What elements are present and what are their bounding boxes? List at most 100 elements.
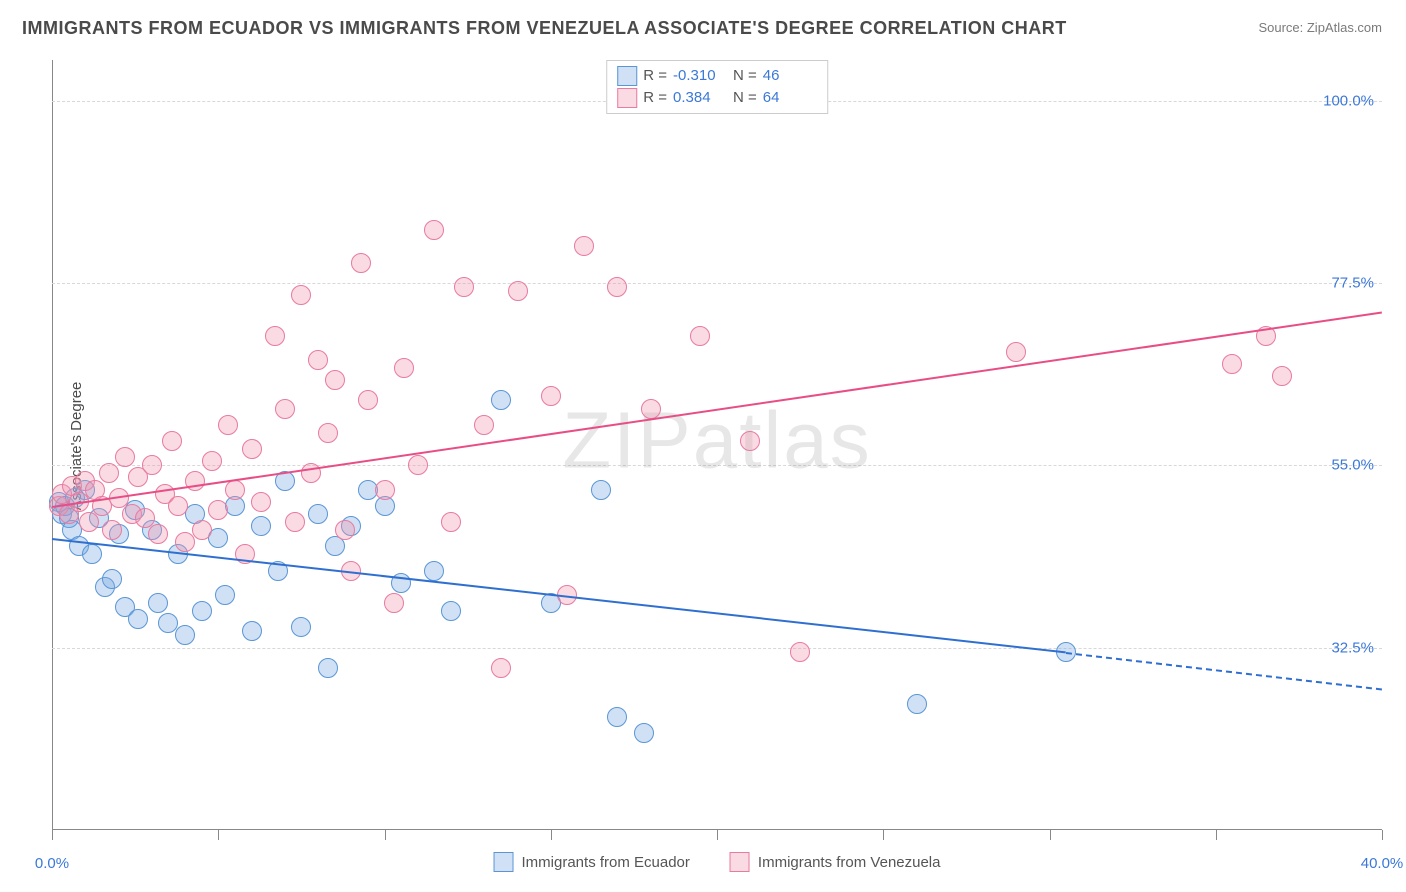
scatter-point <box>441 512 461 532</box>
x-tick-mark <box>883 830 884 840</box>
scatter-point <box>192 601 212 621</box>
legend-n-label: N = <box>733 65 757 87</box>
scatter-point <box>607 707 627 727</box>
scatter-point <box>102 569 122 589</box>
scatter-point <box>907 694 927 714</box>
legend-swatch <box>617 88 637 108</box>
scatter-point <box>358 390 378 410</box>
scatter-point <box>607 277 627 297</box>
chart-title: IMMIGRANTS FROM ECUADOR VS IMMIGRANTS FR… <box>22 18 1067 39</box>
scatter-point <box>308 504 328 524</box>
scatter-point <box>251 516 271 536</box>
legend-swatch <box>494 852 514 872</box>
scatter-point <box>225 480 245 500</box>
scatter-point <box>208 500 228 520</box>
scatter-point <box>142 455 162 475</box>
grid-line <box>52 648 1382 649</box>
scatter-point <box>168 496 188 516</box>
scatter-point <box>441 601 461 621</box>
correlation-legend: R = -0.310 N = 46 R = 0.384 N = 64 <box>606 60 828 114</box>
scatter-point <box>79 512 99 532</box>
y-tick-label: 55.0% <box>1331 457 1374 474</box>
scatter-point <box>218 415 238 435</box>
scatter-point <box>291 285 311 305</box>
legend-r-value: -0.310 <box>673 65 727 87</box>
x-tick-label: 0.0% <box>35 855 69 872</box>
scatter-point <box>690 326 710 346</box>
scatter-point <box>375 480 395 500</box>
y-tick-label: 77.5% <box>1331 274 1374 291</box>
legend-n-value: 64 <box>763 87 817 109</box>
scatter-point <box>541 386 561 406</box>
scatter-point <box>291 617 311 637</box>
legend-r-label: R = <box>643 87 667 109</box>
scatter-point <box>242 439 262 459</box>
x-tick-mark <box>551 830 552 840</box>
scatter-point <box>102 520 122 540</box>
scatter-point <box>175 532 195 552</box>
x-tick-mark <box>52 830 53 840</box>
plot-area: ZIPatlas R =-0.310N =46R =0.384N =64 Imm… <box>52 60 1382 830</box>
legend-row: R = 0.384 N = 64 <box>617 87 817 109</box>
legend-n-value: 46 <box>763 65 817 87</box>
scatter-point <box>474 415 494 435</box>
scatter-point <box>351 253 371 273</box>
scatter-point <box>424 220 444 240</box>
scatter-point <box>454 277 474 297</box>
scatter-point <box>491 658 511 678</box>
grid-line <box>52 465 1382 466</box>
scatter-point <box>335 520 355 540</box>
scatter-point <box>192 520 212 540</box>
x-tick-mark <box>1216 830 1217 840</box>
scatter-point <box>740 431 760 451</box>
source-label: Source: <box>1258 20 1306 35</box>
scatter-point <box>148 593 168 613</box>
x-tick-label: 40.0% <box>1361 855 1404 872</box>
legend-swatch <box>730 852 750 872</box>
scatter-point <box>634 723 654 743</box>
scatter-point <box>508 281 528 301</box>
legend-n-label: N = <box>733 87 757 109</box>
scatter-point <box>285 512 305 532</box>
scatter-point <box>1272 366 1292 386</box>
scatter-point <box>215 585 235 605</box>
scatter-point <box>394 358 414 378</box>
legend-r-value: 0.384 <box>673 87 727 109</box>
scatter-point <box>1222 354 1242 374</box>
scatter-point <box>148 524 168 544</box>
scatter-point <box>790 642 810 662</box>
legend-row: R = -0.310 N = 46 <box>617 65 817 87</box>
scatter-point <box>185 471 205 491</box>
scatter-point <box>99 463 119 483</box>
scatter-point <box>491 390 511 410</box>
legend-series-name: Immigrants from Venezuela <box>758 854 941 871</box>
grid-line <box>52 283 1382 284</box>
scatter-point <box>408 455 428 475</box>
scatter-point <box>424 561 444 581</box>
legend-r-label: R = <box>643 65 667 87</box>
y-axis-line <box>52 60 53 830</box>
scatter-point <box>242 621 262 641</box>
trend-line-extrapolated <box>1066 652 1382 690</box>
x-tick-mark <box>218 830 219 840</box>
scatter-point <box>251 492 271 512</box>
y-tick-label: 32.5% <box>1331 639 1374 656</box>
scatter-point <box>115 447 135 467</box>
legend-item: Immigrants from Venezuela <box>730 852 941 872</box>
scatter-point <box>574 236 594 256</box>
trend-line <box>52 538 1066 653</box>
legend-series-name: Immigrants from Ecuador <box>522 854 690 871</box>
legend-swatch <box>617 66 637 86</box>
legend-item: Immigrants from Ecuador <box>494 852 690 872</box>
x-tick-mark <box>1050 830 1051 840</box>
scatter-point <box>265 326 285 346</box>
source-value: ZipAtlas.com <box>1307 20 1382 35</box>
scatter-point <box>82 544 102 564</box>
scatter-point <box>318 658 338 678</box>
x-tick-mark <box>717 830 718 840</box>
scatter-point <box>162 431 182 451</box>
x-tick-mark <box>385 830 386 840</box>
scatter-point <box>175 625 195 645</box>
scatter-point <box>325 370 345 390</box>
scatter-point <box>641 399 661 419</box>
